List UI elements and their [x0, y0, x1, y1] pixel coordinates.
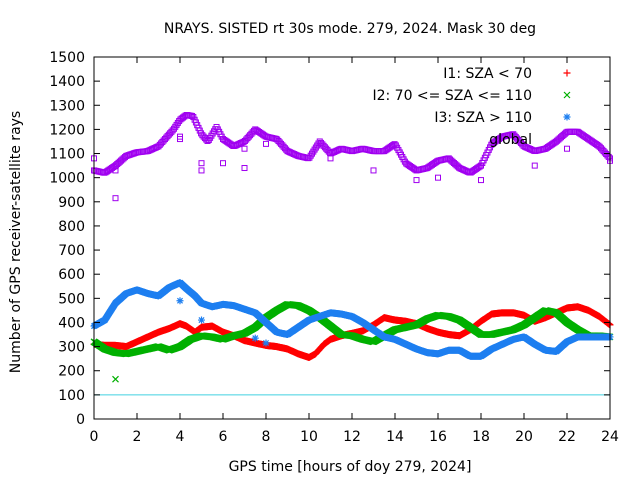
- y-axis-label: Number of GPS receiver-satellite rays: [8, 111, 24, 373]
- series-4-outlier: [327, 155, 334, 162]
- series-4-point: [605, 153, 612, 160]
- x-tick-label: 6: [219, 429, 228, 445]
- series-4-outlier: [435, 174, 441, 181]
- series-3-outlier: [176, 297, 184, 305]
- x-axis-label: GPS time [hours of doy 279, 2024]: [229, 459, 472, 475]
- series-4-outlier: [564, 145, 570, 152]
- series-4-outlier: [112, 195, 119, 202]
- series-3-outlier: [198, 316, 205, 324]
- y-tick-label: 600: [58, 267, 85, 283]
- legend-label-1: I1: SZA < 70: [443, 66, 532, 82]
- y-tick-label: 1000: [49, 171, 85, 187]
- x-tick-label: 14: [386, 429, 404, 445]
- x-tick-label: 8: [262, 429, 271, 445]
- y-tick-label: 100: [58, 388, 85, 404]
- series-4-outlier: [220, 160, 226, 167]
- y-tick-label: 700: [58, 243, 85, 259]
- legend-marker-2: [563, 91, 571, 99]
- series-4-outlier: [198, 167, 205, 174]
- y-tick-label: 1300: [49, 98, 85, 114]
- series-4-outlier: [478, 177, 484, 184]
- series-3: [90, 279, 614, 360]
- y-tick-label: 400: [58, 315, 85, 331]
- legend-marker-3: [563, 113, 571, 121]
- series-4-outlier: [112, 167, 119, 174]
- series-4-outlier: [531, 162, 538, 169]
- x-tick-label: 12: [343, 429, 361, 445]
- x-tick-label: 16: [429, 429, 447, 445]
- x-tick-label: 4: [176, 429, 185, 445]
- series-4-outlier: [241, 145, 248, 152]
- legend-label-4: global: [489, 132, 532, 148]
- x-tick-label: 2: [133, 429, 142, 445]
- series-4-outlier: [241, 165, 248, 172]
- series-2-outlier: [112, 375, 119, 383]
- y-tick-label: 500: [58, 291, 85, 307]
- y-tick-label: 0: [76, 412, 85, 428]
- series-4-outlier: [177, 133, 183, 140]
- axes-group: 0 2 4 6 8 10 12 14 16 18 20 22 240100200300400500600…: [49, 50, 619, 445]
- series-3-outlier: [251, 334, 259, 342]
- x-tick-label: 22: [558, 429, 576, 445]
- y-tick-label: 200: [58, 364, 85, 380]
- legend-label-2: I2: 70 <= SZA <= 110: [372, 88, 532, 104]
- legend-marker-1: [563, 69, 571, 77]
- chart-title: NRAYS. SISTED rt 30s mode. 279, 2024. Ma…: [164, 21, 536, 37]
- series-4-outlier: [370, 167, 377, 174]
- x-tick-label: 0: [90, 429, 99, 445]
- y-tick-label: 1200: [49, 122, 85, 138]
- x-tick-label: 18: [472, 429, 490, 445]
- legend-label-3: I3: SZA > 110: [434, 110, 532, 126]
- legend: I1: SZA < 70 I2: 70 <= SZA <= 110 I3: SZA …: [372, 66, 571, 148]
- series-group: [90, 112, 614, 383]
- y-tick-label: 800: [58, 219, 85, 235]
- x-tick-label: 20: [515, 429, 533, 445]
- y-tick-label: 300: [58, 340, 85, 356]
- series-4: [91, 112, 613, 202]
- y-tick-label: 1100: [49, 147, 85, 163]
- series-4-outlier: [413, 177, 420, 184]
- series-4-outlier: [263, 140, 269, 147]
- x-tick-label: 10: [300, 429, 318, 445]
- y-tick-label: 1500: [49, 50, 85, 66]
- series-4-outlier: [198, 160, 205, 167]
- x-tick-label: 24: [601, 429, 619, 445]
- y-tick-label: 900: [58, 195, 85, 211]
- y-tick-label: 1400: [49, 74, 85, 90]
- series-3-outlier: [262, 339, 270, 347]
